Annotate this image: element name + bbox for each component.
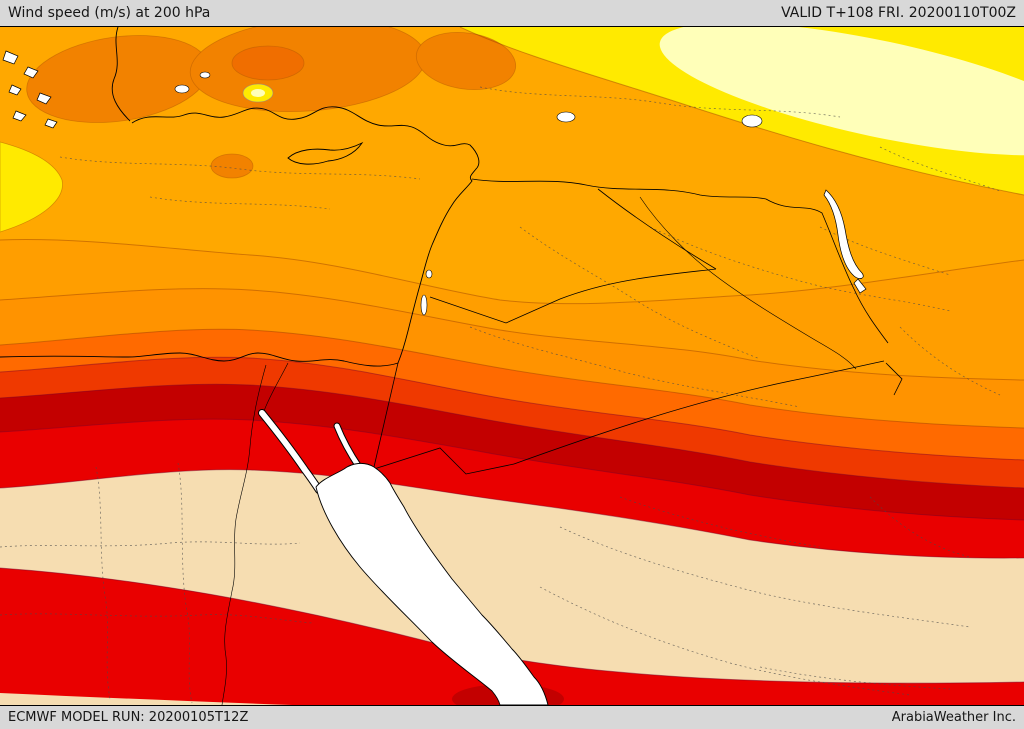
lake-van — [741, 114, 763, 128]
jet-max-spot — [242, 83, 274, 103]
mediterranean-coast — [0, 106, 480, 367]
anatolia-west-coast — [111, 27, 131, 122]
red-sea-group — [258, 189, 867, 705]
lakes — [174, 71, 763, 316]
persian-gulf — [823, 189, 864, 279]
country-borders — [373, 178, 903, 475]
cyprus-island — [287, 141, 364, 165]
yellow-wedge-west — [0, 141, 63, 233]
south-cream-sliver — [0, 693, 293, 705]
nile-river — [221, 364, 267, 705]
border-jordan-iraq — [429, 268, 717, 324]
south-band-line — [0, 567, 1024, 684]
border-syria-iraq — [597, 188, 717, 270]
rivers — [221, 196, 857, 705]
model-run-label: ECMWF MODEL RUN: 20200105T12Z — [8, 710, 249, 725]
coastlines — [0, 27, 480, 367]
valid-time-label: VALID T+108 FRI. 20200110T00Z — [781, 5, 1016, 21]
euphrates-river — [639, 196, 857, 370]
contour-bands — [0, 27, 1024, 559]
isotach-lines-red — [0, 356, 1024, 559]
deep-orange-core — [231, 45, 305, 81]
persian-gulf-south — [853, 278, 867, 294]
aegean-islands — [2, 50, 58, 129]
red-sea — [315, 462, 549, 705]
wind-speed-map — [0, 27, 1024, 705]
header-bar: Wind speed (m/s) at 200 hPa VALID T+108 … — [0, 0, 1024, 27]
band-pale-yellow-core — [659, 27, 1024, 156]
gulf-of-suez — [259, 410, 322, 493]
border-egypt-israel — [373, 362, 399, 468]
border-jordan-saudi — [373, 447, 515, 475]
footer-bar: ECMWF MODEL RUN: 20200105T12Z ArabiaWeat… — [0, 705, 1024, 729]
branding-label: ArabiaWeather Inc. — [891, 710, 1016, 725]
dark-orange-core-east — [415, 32, 517, 90]
sea-of-galilee — [425, 269, 433, 279]
lake-central — [556, 111, 576, 123]
lake-anatolia-1 — [174, 84, 190, 94]
high-speed-cores — [26, 27, 517, 179]
border-kuwait — [885, 362, 903, 396]
dark-orange-core-small — [210, 153, 254, 179]
lake-anatolia-2 — [199, 71, 211, 79]
border-turkey-syria — [471, 178, 767, 200]
isotach-lines-warm — [0, 27, 1024, 429]
border-saudi-iraq — [513, 360, 885, 465]
map-title: Wind speed (m/s) at 200 hPa — [8, 5, 211, 21]
border-iran-west — [765, 198, 889, 344]
suez-canal — [263, 362, 289, 412]
admin-boundaries — [0, 86, 1001, 704]
dead-sea — [420, 294, 428, 316]
jet-max-inner — [251, 89, 265, 97]
south-band-red — [0, 568, 1024, 705]
map-area — [0, 27, 1024, 705]
